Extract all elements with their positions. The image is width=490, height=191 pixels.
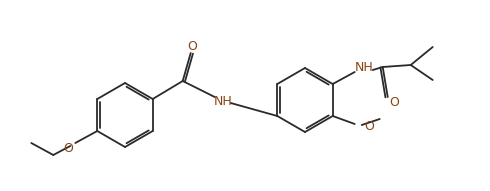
- Text: NH: NH: [354, 61, 373, 74]
- Text: O: O: [364, 121, 374, 134]
- Text: O: O: [63, 142, 73, 155]
- Text: O: O: [389, 96, 399, 108]
- Text: NH: NH: [213, 95, 232, 108]
- Text: O: O: [187, 40, 196, 53]
